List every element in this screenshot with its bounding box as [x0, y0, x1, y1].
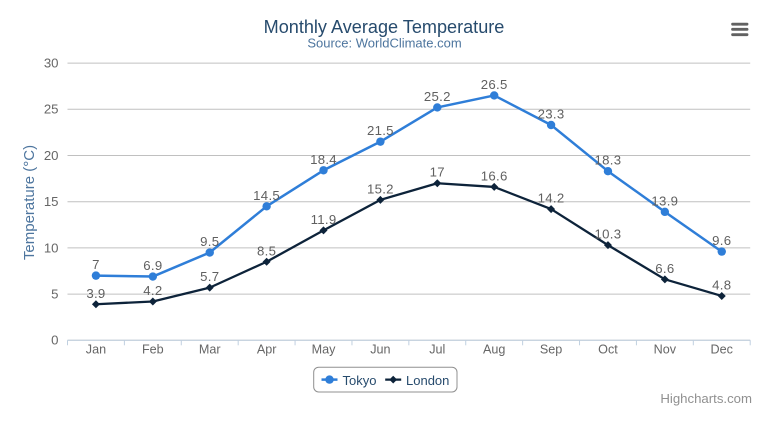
svg-text:9.5: 9.5 — [200, 234, 219, 249]
svg-text:Feb: Feb — [142, 343, 164, 357]
svg-text:17: 17 — [430, 165, 445, 180]
svg-text:Tokyo: Tokyo — [343, 373, 377, 388]
svg-text:Nov: Nov — [654, 343, 677, 357]
svg-text:Highcharts.com: Highcharts.com — [660, 391, 752, 406]
svg-text:Source: WorldClimate.com: Source: WorldClimate.com — [307, 36, 461, 51]
svg-text:3.9: 3.9 — [86, 286, 105, 301]
svg-text:Apr: Apr — [257, 343, 277, 357]
svg-text:Mar: Mar — [199, 343, 221, 357]
svg-text:Aug: Aug — [483, 343, 505, 357]
svg-text:21.5: 21.5 — [367, 123, 394, 138]
svg-text:20: 20 — [44, 148, 59, 163]
svg-text:15.2: 15.2 — [367, 181, 394, 196]
svg-text:25.2: 25.2 — [424, 89, 451, 104]
svg-text:Monthly Average Temperature: Monthly Average Temperature — [264, 17, 505, 37]
svg-text:11.9: 11.9 — [311, 212, 337, 227]
svg-text:Oct: Oct — [598, 343, 618, 357]
svg-text:Dec: Dec — [711, 343, 733, 357]
svg-text:Sep: Sep — [540, 343, 562, 357]
svg-text:0: 0 — [51, 333, 58, 348]
svg-text:15: 15 — [44, 194, 59, 209]
svg-text:5.7: 5.7 — [200, 269, 219, 284]
svg-text:14.5: 14.5 — [253, 188, 280, 203]
svg-text:10: 10 — [44, 240, 59, 255]
svg-text:Jul: Jul — [429, 343, 445, 357]
svg-text:23.3: 23.3 — [538, 107, 565, 122]
svg-text:4.8: 4.8 — [712, 277, 731, 292]
svg-text:6.9: 6.9 — [143, 258, 162, 273]
svg-text:Temperature (°C): Temperature (°C) — [21, 145, 38, 260]
svg-text:4.2: 4.2 — [143, 283, 162, 298]
svg-text:14.2: 14.2 — [538, 191, 565, 206]
svg-text:30: 30 — [44, 56, 59, 71]
svg-text:16.6: 16.6 — [481, 168, 508, 183]
svg-text:Jan: Jan — [86, 343, 106, 357]
svg-text:10.3: 10.3 — [595, 227, 622, 242]
svg-text:6.6: 6.6 — [655, 261, 674, 276]
svg-text:May: May — [312, 343, 336, 357]
svg-text:13.9: 13.9 — [651, 193, 678, 208]
svg-text:18.4: 18.4 — [310, 152, 337, 167]
svg-text:9.6: 9.6 — [712, 233, 731, 248]
svg-text:26.5: 26.5 — [481, 77, 508, 92]
svg-text:7: 7 — [92, 257, 100, 272]
svg-text:25: 25 — [44, 102, 59, 117]
svg-text:London: London — [406, 373, 449, 388]
svg-text:18.3: 18.3 — [595, 153, 622, 168]
svg-text:8.5: 8.5 — [257, 243, 276, 258]
svg-text:Jun: Jun — [370, 343, 390, 357]
svg-text:5: 5 — [51, 287, 58, 302]
